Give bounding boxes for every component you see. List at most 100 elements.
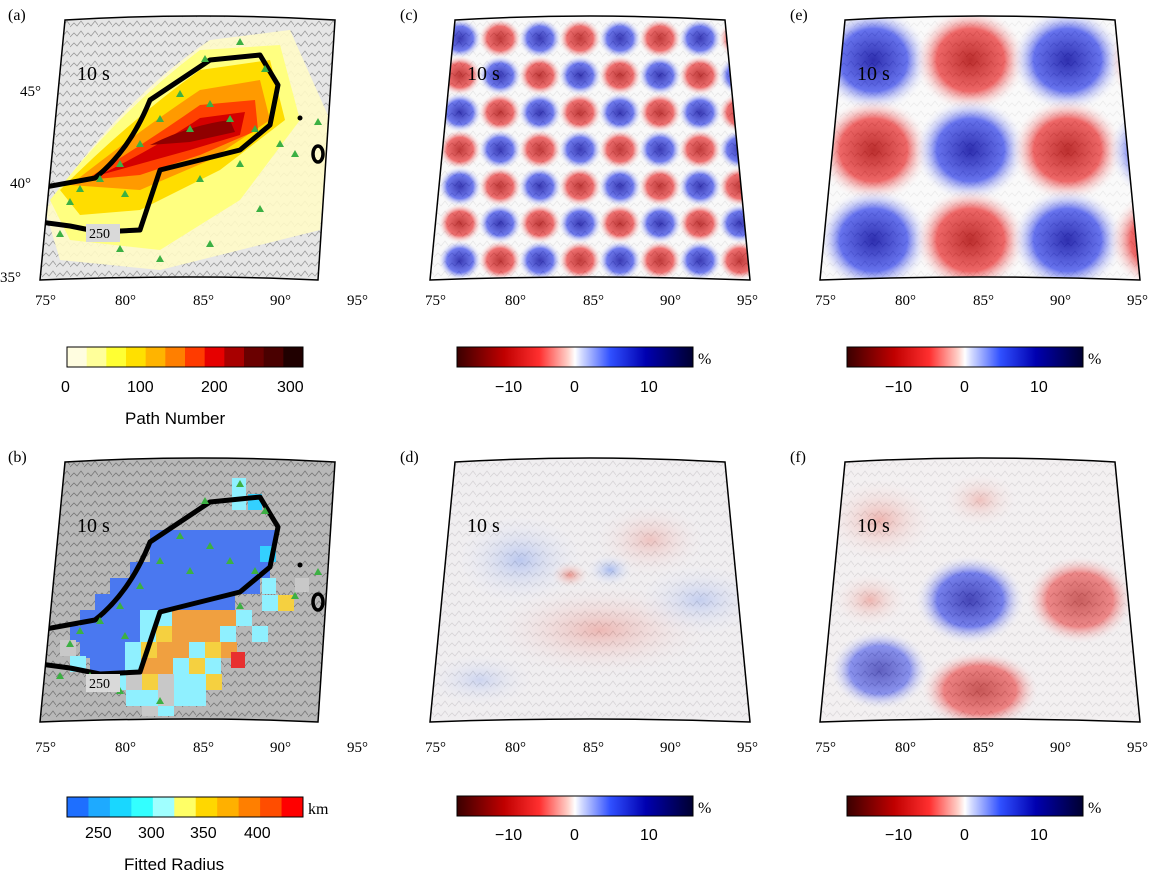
panel-e: (e) 10 s 75° 80° 85° 90° 95° % −10 0 10	[790, 7, 1148, 396]
contour-label: 250	[89, 677, 110, 692]
radius-cell	[126, 674, 142, 690]
radius-cell	[130, 562, 270, 578]
cbar-tick: 0	[570, 379, 579, 396]
map-frame	[819, 15, 1141, 281]
lon-tick: 85°	[973, 293, 994, 309]
lon-tick: 75°	[35, 293, 56, 309]
map-frame	[39, 15, 336, 281]
lon-tick: 80°	[895, 740, 916, 756]
panel-letter-a: (a)	[8, 7, 26, 24]
lon-tick: 75°	[815, 293, 836, 309]
lon-tick: 85°	[193, 740, 214, 756]
lon-tick: 85°	[973, 740, 994, 756]
axis-labels-f: 75° 80° 85° 90° 95°	[815, 740, 1148, 756]
map-a: 250	[40, 16, 335, 280]
panel-letter-e: (e)	[790, 7, 808, 24]
radius-cell	[156, 626, 172, 642]
cbar-tick: 350	[190, 825, 217, 842]
cbar-tick: 10	[640, 379, 658, 396]
radius-cell	[172, 610, 188, 626]
lat-tick: 35°	[0, 270, 21, 286]
axis-labels-e: 75° 80° 85° 90° 95°	[815, 293, 1148, 309]
axis-labels-a: 75° 80° 85° 90° 95° 45° 40° 35°	[0, 84, 368, 309]
panel-c: (c) 10 s 75° 80° 85° 90° 95° % −10 0 10	[400, 7, 758, 396]
radius-colorbar	[66, 796, 304, 818]
cbar-segment	[195, 797, 218, 817]
map-frame	[819, 457, 1141, 723]
lon-tick: 90°	[660, 293, 681, 309]
velocity-colorbar-c: % −10 0 10	[456, 346, 711, 396]
radius-cell	[262, 578, 276, 594]
lon-tick: 80°	[505, 740, 526, 756]
cbar-title: Path Number	[125, 409, 225, 428]
period-label: 10 s	[77, 515, 110, 537]
radius-cell	[142, 690, 158, 706]
panel-letter-b: (b)	[8, 449, 27, 466]
velocity-colorbar-f: % −10 0 10	[846, 795, 1101, 844]
lon-tick: 90°	[660, 740, 681, 756]
contour-label: 250	[89, 227, 110, 242]
axis-labels-b: 75° 80° 85° 90° 95°	[35, 740, 368, 756]
lon-tick: 95°	[347, 740, 368, 756]
cbar-title: Fitted Radius	[124, 855, 224, 874]
cbar-segment	[217, 797, 240, 817]
cbar-tick: −10	[885, 379, 912, 396]
cbar-segment	[67, 797, 89, 817]
radius-cell	[142, 674, 158, 690]
radius-cell	[205, 642, 221, 658]
period-label: 10 s	[857, 63, 890, 85]
radius-cell	[174, 690, 190, 706]
radius-cell	[90, 658, 130, 674]
period-label: 10 s	[467, 63, 500, 85]
panel-letter-c: (c)	[400, 7, 418, 24]
lon-tick: 95°	[1127, 293, 1148, 309]
lon-tick: 85°	[583, 293, 604, 309]
station-markers	[56, 38, 334, 262]
radius-cell	[158, 706, 174, 716]
radius-cell	[125, 642, 141, 658]
cbar-segment	[152, 797, 175, 817]
lon-tick: 90°	[1050, 740, 1071, 756]
period-label: 10 s	[857, 515, 890, 537]
radius-cell	[295, 578, 309, 592]
panel-letter-f: (f)	[790, 449, 806, 466]
lon-tick: 95°	[347, 293, 368, 309]
contour-line	[40, 52, 281, 235]
radius-cell	[158, 674, 174, 690]
cbar-tick: 10	[640, 827, 658, 844]
radius-cell	[206, 674, 222, 690]
radius-cell	[190, 674, 206, 690]
panel-d: (d) 10 s 75° 80° 85° 90° 95° % −10 0	[400, 449, 758, 844]
lon-tick: 75°	[425, 293, 446, 309]
radius-cell	[252, 626, 268, 642]
map-d	[430, 458, 750, 722]
lon-tick: 75°	[815, 740, 836, 756]
radius-cell	[157, 658, 173, 674]
lon-tick: 80°	[505, 293, 526, 309]
panel-letter-d: (d)	[400, 449, 419, 466]
cbar-tick: 0	[960, 827, 969, 844]
lon-tick: 75°	[35, 740, 56, 756]
radius-cell	[204, 626, 220, 642]
lon-tick: 85°	[193, 293, 214, 309]
cbar-unit: %	[698, 351, 711, 368]
cbar-tick: 200	[201, 379, 228, 396]
radius-cell	[189, 642, 205, 658]
cbar-segment	[244, 347, 265, 367]
cbar-frame	[66, 796, 304, 818]
cbar-tick: 400	[244, 825, 271, 842]
period-label: 10 s	[467, 515, 500, 537]
cbar-tick: 0	[960, 379, 969, 396]
cbar-segment	[165, 347, 186, 367]
lon-tick: 90°	[270, 740, 291, 756]
cbar-segment	[238, 797, 261, 817]
cbar-segment	[185, 347, 206, 367]
cbar-segment	[67, 347, 88, 367]
cbar-tick: 0	[570, 827, 579, 844]
lon-tick: 75°	[425, 740, 446, 756]
cbar-segment	[260, 797, 283, 817]
cbar-tick: 10	[1030, 379, 1048, 396]
lon-tick: 80°	[895, 293, 916, 309]
map-f	[820, 458, 1140, 722]
